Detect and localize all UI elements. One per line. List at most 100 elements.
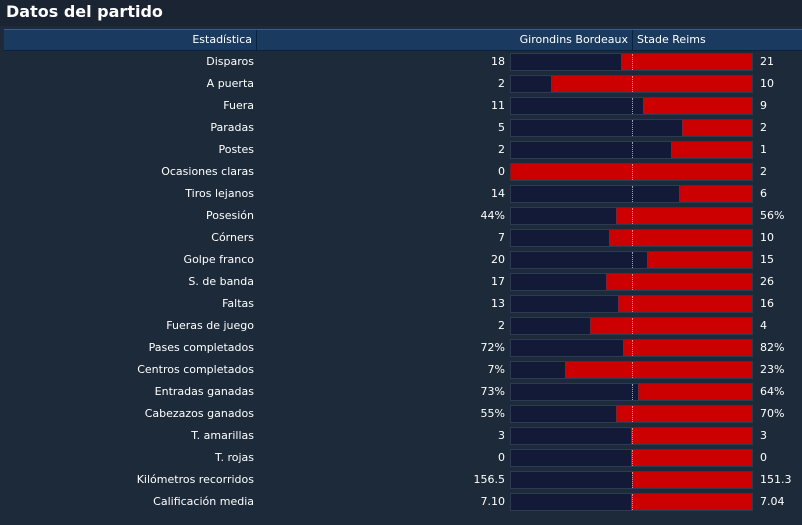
bar-midline — [631, 186, 633, 202]
home-bar-fill — [511, 186, 680, 202]
bar-midline — [631, 208, 633, 224]
away-value: 15 — [760, 253, 774, 266]
away-value: 82% — [760, 341, 785, 354]
comparison-bar — [510, 185, 753, 203]
table-row: Centros completados 7% 23% — [0, 359, 802, 381]
home-value: 2 — [498, 77, 505, 90]
bar-midline — [631, 142, 633, 158]
stat-label: Pases completados — [148, 341, 254, 354]
table-row: A puerta 2 10 — [0, 73, 802, 95]
table-row: T. rojas 0 0 — [0, 447, 802, 469]
home-value: 3 — [498, 429, 505, 442]
stat-label: Disparos — [206, 55, 254, 68]
comparison-bar — [510, 449, 753, 467]
home-value: 0 — [498, 165, 505, 178]
comparison-bar — [510, 163, 753, 181]
bar-midline — [631, 450, 633, 466]
title-bar: Datos del partido — [0, 0, 802, 26]
home-value: 14 — [491, 187, 505, 200]
stat-label: Córners — [211, 231, 254, 244]
comparison-bar — [510, 273, 753, 291]
comparison-bar — [510, 53, 753, 71]
bar-midline — [631, 362, 633, 378]
home-bar-fill — [511, 384, 639, 400]
stat-label: Golpe franco — [183, 253, 254, 266]
home-bar-fill — [511, 76, 552, 92]
home-bar-fill — [511, 98, 644, 114]
home-value: 72% — [480, 341, 505, 354]
bar-midline — [631, 384, 633, 400]
home-bar-fill — [511, 120, 684, 136]
stat-label: Calificación media — [153, 495, 254, 508]
away-value: 7.04 — [760, 495, 785, 508]
table-row: Golpe franco 20 15 — [0, 249, 802, 271]
comparison-bar — [510, 317, 753, 335]
home-value: 7.10 — [480, 495, 506, 508]
home-value: 0 — [498, 451, 505, 464]
table-row: T. amarillas 3 3 — [0, 425, 802, 447]
home-bar-fill — [511, 296, 620, 312]
comparison-bar — [510, 493, 753, 511]
comparison-bar — [510, 207, 753, 225]
bar-midline — [631, 428, 633, 444]
away-value: 10 — [760, 77, 774, 90]
bar-midline — [631, 406, 633, 422]
home-value: 2 — [498, 143, 505, 156]
away-value: 26 — [760, 275, 774, 288]
home-value: 5 — [498, 121, 505, 134]
table-row: Postes 2 1 — [0, 139, 802, 161]
comparison-bar — [510, 251, 753, 269]
home-bar-fill — [511, 362, 567, 378]
away-value: 56% — [760, 209, 785, 222]
stat-label: S. de banda — [188, 275, 254, 288]
away-value: 23% — [760, 363, 785, 376]
table-row: Disparos 18 21 — [0, 51, 802, 73]
table-row: S. de banda 17 26 — [0, 271, 802, 293]
table-row: Fuera 11 9 — [0, 95, 802, 117]
away-value: 0 — [760, 451, 767, 464]
away-value: 70% — [760, 407, 785, 420]
comparison-bar — [510, 229, 753, 247]
comparison-bar — [510, 75, 753, 93]
home-bar-fill — [511, 340, 625, 356]
away-value: 9 — [760, 99, 767, 112]
away-value: 4 — [760, 319, 767, 332]
away-value: 6 — [760, 187, 767, 200]
stat-label: Fueras de juego — [166, 319, 254, 332]
home-bar-fill — [511, 494, 632, 510]
comparison-bar — [510, 141, 753, 159]
bar-midline — [631, 296, 633, 312]
home-value: 7% — [487, 363, 505, 376]
panel-title: Datos del partido — [6, 2, 163, 21]
home-value: 11 — [491, 99, 505, 112]
away-value: 64% — [760, 385, 785, 398]
bar-midline — [631, 252, 633, 268]
home-value: 18 — [491, 55, 505, 68]
stat-label: Ocasiones claras — [161, 165, 254, 178]
header-stat[interactable]: Estadística — [4, 30, 257, 50]
home-bar-fill — [511, 208, 618, 224]
table-row: Ocasiones claras 0 2 — [0, 161, 802, 183]
bar-midline — [631, 274, 633, 290]
table-row: Paradas 5 2 — [0, 117, 802, 139]
stat-label: Postes — [218, 143, 254, 156]
stat-label: Entradas ganadas — [154, 385, 254, 398]
stat-label: T. rojas — [215, 451, 254, 464]
bar-midline — [631, 54, 633, 70]
table-row: Fueras de juego 2 4 — [0, 315, 802, 337]
away-value: 3 — [760, 429, 767, 442]
comparison-bar — [510, 405, 753, 423]
away-value: 2 — [760, 165, 767, 178]
bar-midline — [631, 318, 633, 334]
home-bar-fill — [511, 274, 608, 290]
home-bar-fill — [511, 54, 622, 70]
home-bar-fill — [511, 252, 649, 268]
header-home-team[interactable]: Girondins Bordeaux — [257, 30, 633, 50]
stat-label: Kilómetros recorridos — [136, 473, 254, 486]
comparison-bar — [510, 97, 753, 115]
stat-label: Tiros lejanos — [185, 187, 254, 200]
home-value: 7 — [498, 231, 505, 244]
stats-table-body: Disparos 18 21 A puerta 2 10 Fuera 11 9 Paradas 5 2… — [0, 51, 802, 513]
bar-midline — [631, 494, 633, 510]
header-away-team[interactable]: Stade Reims — [637, 33, 706, 46]
